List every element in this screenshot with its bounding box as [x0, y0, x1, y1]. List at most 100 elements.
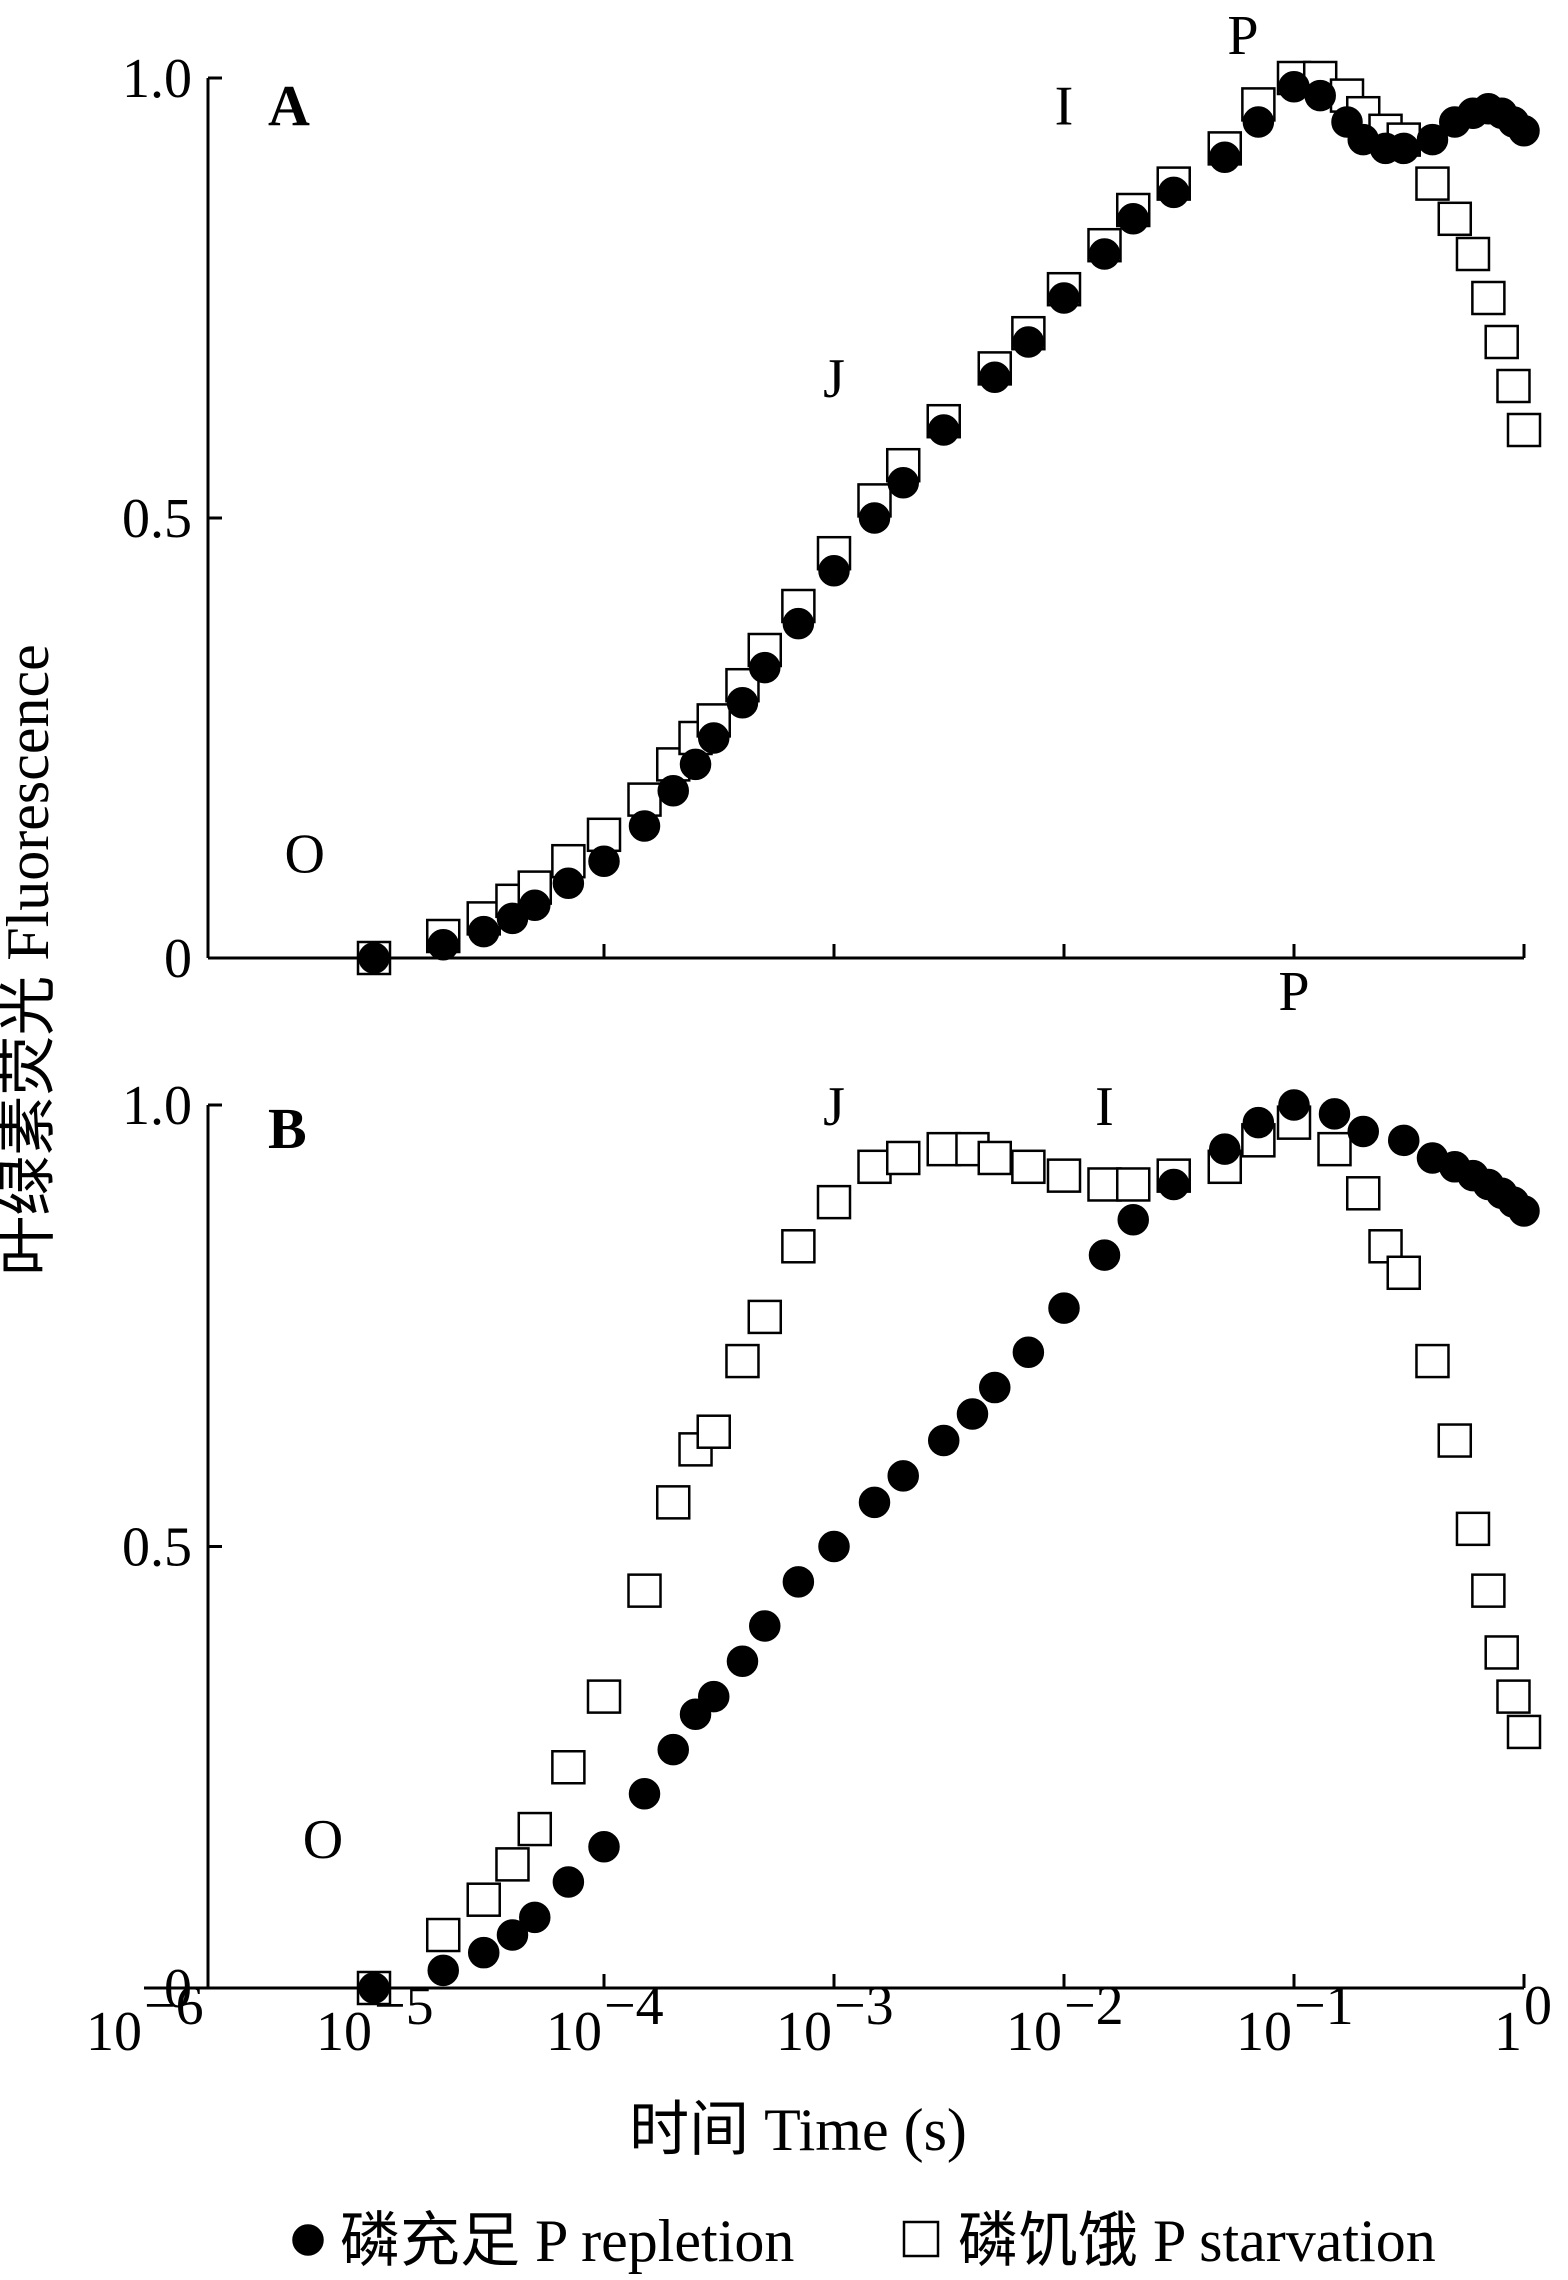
panel-b-y-axis: 00.51.0 [122, 1075, 222, 2020]
p-starvation-point [466, 1882, 501, 1917]
x-tick-label: 10 [1236, 2001, 1292, 2063]
p-starvation-point [495, 1847, 530, 1882]
x-tick-label: 1 [1494, 2001, 1522, 2063]
legend-repletion-label: 磷充足 P repletion [340, 2208, 794, 2274]
p-repletion-point [358, 1972, 390, 2004]
p-repletion-point [818, 1530, 850, 1563]
p-repletion-point [1387, 1124, 1420, 1157]
p-repletion-point [1048, 282, 1080, 314]
p-starvation-point [1484, 324, 1519, 360]
legend: 磷充足 P repletion 磷饥饿 P starvation [292, 2208, 1436, 2274]
p-repletion-point [726, 1645, 759, 1678]
panel-a-x-axis [208, 944, 1526, 960]
p-repletion-point [1508, 1195, 1540, 1227]
phase-label-o: O [303, 1809, 343, 1871]
p-repletion-point [1416, 123, 1449, 156]
p-repletion-point [427, 1954, 459, 1987]
p-starvation-point [517, 1811, 553, 1847]
p-starvation-point [627, 1573, 662, 1608]
p-repletion-point [858, 1486, 891, 1519]
panel-b: B 00.51.0 10 −6 10 −5 10 −4 10 −3 10 −2 10 −1 1 0 OJ I… [86, 961, 1552, 2063]
p-starvation-point [1317, 1131, 1352, 1167]
y-tick-label: 1.0 [122, 48, 192, 110]
legend-starvation-label: 磷饥饿 P starvation [958, 2208, 1436, 2274]
p-repletion-point [858, 502, 891, 534]
p-repletion-point [1318, 1098, 1351, 1130]
p-repletion-point [1012, 326, 1045, 358]
p-repletion-point [1209, 141, 1241, 173]
p-starvation-point [1046, 1158, 1082, 1193]
legend-starvation-marker [902, 2220, 940, 2258]
p-repletion-point [697, 722, 730, 754]
p-repletion-point [818, 555, 850, 587]
y-tick-label: 0 [164, 928, 192, 990]
p-repletion-point [552, 867, 585, 899]
p-repletion-point [657, 775, 689, 807]
p-starvation-point [977, 1140, 1013, 1176]
p-repletion-point [588, 845, 620, 877]
p-repletion-point [1088, 238, 1121, 270]
p-starvation-point [725, 1343, 760, 1379]
p-repletion-point [697, 1680, 730, 1713]
panel-a-y-axis: 0 0.5 1.0 [122, 48, 222, 990]
p-starvation-point [1386, 1255, 1421, 1291]
p-repletion-point [1088, 1239, 1121, 1271]
p-repletion-point [749, 1610, 781, 1642]
p-starvation-point [1484, 1635, 1519, 1670]
p-repletion-point [1157, 1168, 1190, 1201]
p-repletion-point [496, 1919, 529, 1951]
p-starvation-point [1415, 166, 1450, 201]
p-repletion-point [1048, 1292, 1080, 1324]
phase-label-i: I [1055, 75, 1074, 137]
x-tick-exponent: −1 [1294, 1975, 1354, 2037]
p-repletion-point [749, 651, 781, 684]
p-repletion-point [1012, 1336, 1045, 1368]
x-tick-label: 10 [776, 2001, 832, 2063]
p-repletion-point [1347, 1115, 1379, 1148]
p-starvation-point [1087, 1167, 1122, 1202]
legend-repletion-marker [292, 2224, 324, 2256]
phase-label-p: P [1227, 5, 1258, 67]
p-starvation-point [1506, 412, 1542, 448]
p-starvation-point [1345, 1176, 1381, 1211]
p-starvation-point [816, 1184, 852, 1220]
p-repletion-point [588, 1830, 620, 1863]
p-starvation-point [425, 1917, 461, 1953]
panel-a: A 0 0.5 1.0 O J I P [122, 5, 1542, 990]
p-repletion-point [726, 687, 759, 719]
p-starvation-point [857, 1149, 892, 1185]
p-repletion-point [956, 1398, 989, 1430]
p-starvation-point [1415, 1343, 1450, 1379]
p-repletion-point [1157, 176, 1190, 209]
p-repletion-point [1387, 132, 1420, 165]
p-starvation-point [678, 1432, 713, 1467]
p-starvation-point [1471, 280, 1506, 316]
phase-label-i: I [1095, 1076, 1114, 1138]
p-repletion-point [927, 1424, 960, 1457]
panel-a-p-starvation-series [356, 60, 1542, 976]
p-repletion-point [1278, 1089, 1310, 1121]
y-tick-label: 0.5 [122, 488, 192, 550]
p-repletion-point [628, 810, 661, 842]
p-repletion-point [1117, 203, 1149, 235]
p-repletion-point [887, 1460, 919, 1492]
p-starvation-point [1115, 1167, 1151, 1202]
y-axis-title: 叶绿素荧光 Fluorescence [0, 644, 61, 1276]
p-repletion-point [782, 1566, 815, 1598]
p-starvation-point [1496, 1679, 1531, 1714]
phase-label-j: J [823, 1076, 845, 1138]
panel-b-phase-labels: O J I P [303, 961, 1310, 1871]
p-repletion-point [1242, 1106, 1275, 1139]
p-repletion-point [1304, 79, 1336, 112]
x-tick-exponent: −3 [834, 1975, 894, 2037]
p-repletion-point [1508, 115, 1540, 147]
p-starvation-point [1437, 1423, 1473, 1458]
p-repletion-point [552, 1866, 585, 1898]
x-tick-label: 10 [316, 2001, 372, 2063]
p-starvation-point [1455, 236, 1491, 272]
p-starvation-point [1011, 1149, 1046, 1185]
p-starvation-point [1455, 1511, 1491, 1547]
x-tick-label: 10 [86, 2001, 142, 2063]
p-starvation-point [1506, 1714, 1542, 1750]
